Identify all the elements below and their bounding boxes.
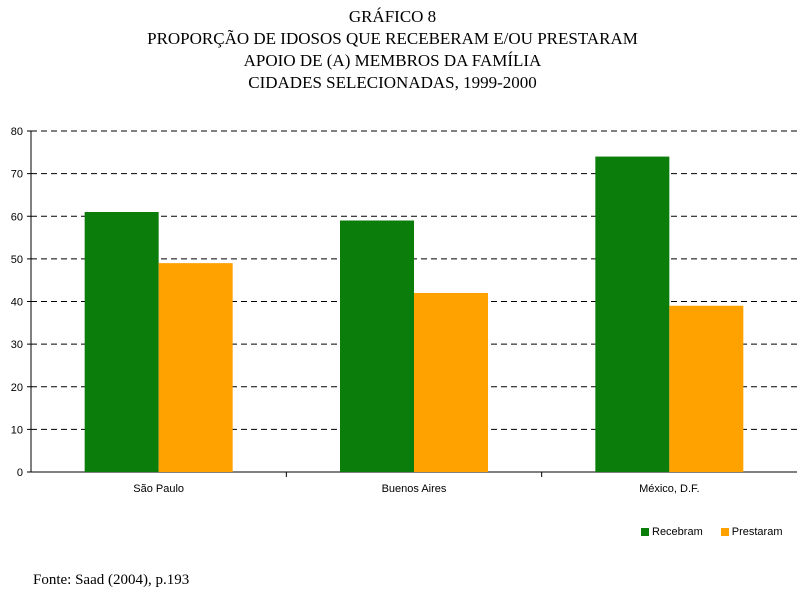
y-tick-label: 50 (11, 254, 23, 266)
y-tick-label: 40 (11, 297, 23, 309)
y-tick-label: 20 (11, 382, 23, 394)
chart-title: GRÁFICO 8 PROPORÇÃO DE IDOSOS QUE RECEBE… (0, 6, 785, 94)
title-line-3: APOIO DE (A) MEMBROS DA FAMÍLIA (243, 51, 542, 70)
legend-swatch-recebram (641, 528, 649, 536)
legend-item-recebram: Recebram (641, 526, 703, 538)
y-tick-label: 60 (11, 211, 23, 223)
legend-swatch-prestaram (720, 528, 729, 536)
bar-recebram-1 (340, 220, 414, 472)
bar-prestaram-2 (669, 305, 744, 472)
y-tick-label: 30 (11, 339, 23, 351)
x-tick-label: São Paulo (133, 483, 184, 495)
title-line-2: PROPORÇÃO DE IDOSOS QUE RECEBERAM E/OU P… (147, 29, 638, 48)
y-tick-label: 80 (11, 126, 23, 138)
bar-prestaram-0 (158, 263, 233, 472)
title-line-1: GRÁFICO 8 (348, 7, 437, 26)
y-tick-label: 70 (11, 169, 23, 181)
legend-label-recebram: Recebram (652, 526, 703, 538)
bar-chart: 0 10 20 30 40 50 60 70 80 São Paulo Buenos Aires Mé… (11, 126, 797, 495)
x-tick-label: México, D.F. (639, 483, 700, 495)
bar-prestaram-1 (414, 292, 488, 472)
legend: Recebram Prestaram (641, 526, 797, 538)
legend-label-prestaram: Prestaram (731, 526, 783, 538)
y-tick-label: 10 (11, 424, 23, 436)
bar-recebram-2 (595, 156, 670, 472)
legend-item-prestaram: Prestaram (720, 526, 783, 538)
x-tick-label: Buenos Aires (382, 483, 447, 495)
bar-recebram-0 (84, 211, 159, 473)
y-tick-label: 0 (17, 467, 23, 479)
title-line-4: CIDADES SELECIONADAS, 1999-2000 (248, 73, 537, 92)
source-note: Fonte: Saad (2004), p.193 (33, 572, 190, 588)
